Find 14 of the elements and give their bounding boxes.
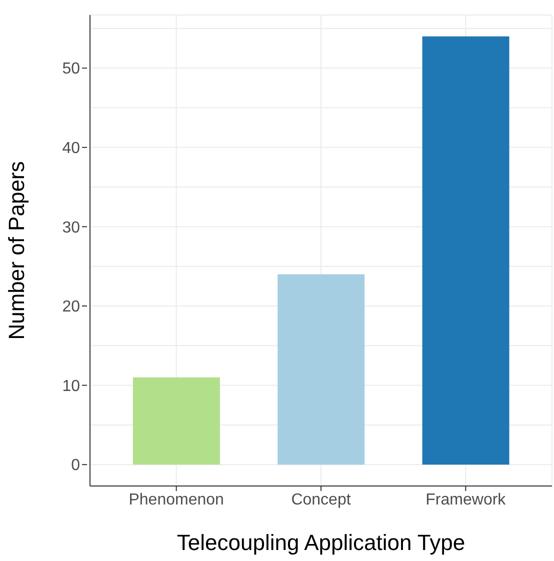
bar [278,274,365,465]
y-tick-label: 0 [71,457,80,474]
y-tick-label: 30 [62,219,80,236]
y-tick-label: 50 [62,60,80,78]
x-tick-label: Concept [291,491,352,508]
bar [132,377,220,465]
y-tick-label: 10 [62,378,80,395]
x-axis-title: Telecoupling Application Type [176,530,466,555]
x-tick-label: Framework [426,491,507,508]
bar [422,36,510,465]
y-axis-title: Number of Papers [4,161,29,340]
y-tick-label: 20 [62,298,80,316]
y-tick-label: 40 [62,140,80,158]
x-tick-label: Phenomenon [128,491,224,508]
